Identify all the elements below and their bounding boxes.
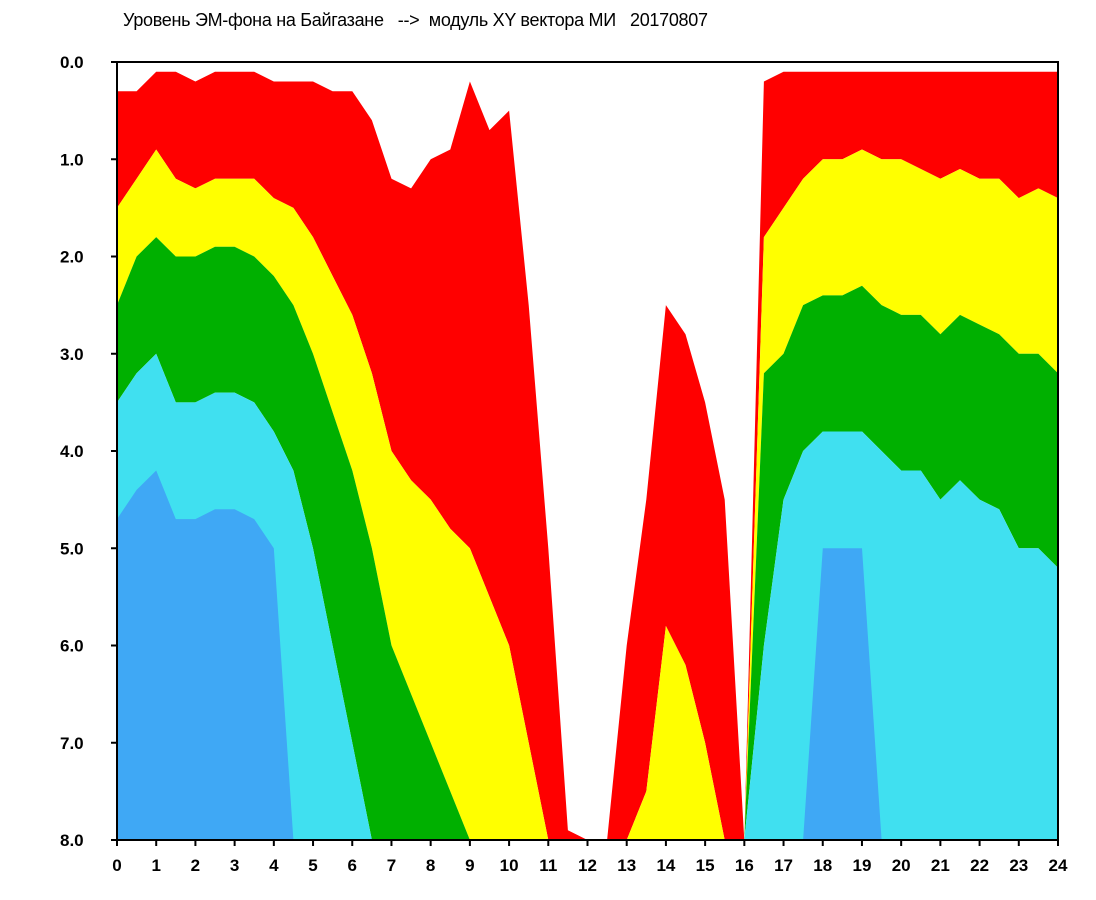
y-tick-label: 4.0 (60, 442, 84, 461)
x-tick-label: 9 (465, 856, 474, 875)
x-tick-label: 22 (970, 856, 989, 875)
level-band-2 (117, 237, 1058, 841)
y-tick-label: 8.0 (60, 831, 84, 850)
x-tick-label: 13 (617, 856, 636, 875)
x-tick-label: 17 (774, 856, 793, 875)
level-band-deep (117, 470, 1058, 840)
y-tick-label: 5.0 (60, 539, 84, 558)
x-axis: 0 1 2 3 4 5 6 7 8 9 10 11 12 13 14 15 16 17 18 19 20 21 22 23 24 (112, 840, 1068, 875)
x-tick-label: 1 (151, 856, 160, 875)
y-tick-label: 6.0 (60, 637, 84, 656)
x-tick-label: 14 (656, 856, 675, 875)
y-axis: 0.0 1.0 2.0 3.0 4.0 5.0 6.0 7.0 8.0 (60, 53, 117, 850)
x-tick-label: 4 (269, 856, 279, 875)
x-tick-label: 3 (230, 856, 239, 875)
plot-area (117, 71, 1058, 841)
y-tick-label: 1.0 (60, 150, 84, 169)
x-tick-label: 21 (931, 856, 950, 875)
x-tick-label: 15 (696, 856, 715, 875)
chart-title: Уровень ЭМ-фона на Байгазане --> модуль … (123, 10, 708, 30)
y-tick-label: 2.0 (60, 248, 84, 267)
x-tick-label: 18 (813, 856, 832, 875)
x-tick-label: 2 (191, 856, 200, 875)
x-tick-label: 5 (308, 856, 317, 875)
x-tick-label: 12 (578, 856, 597, 875)
x-tick-label: 6 (348, 856, 357, 875)
x-tick-label: 0 (112, 856, 121, 875)
x-tick-label: 19 (852, 856, 871, 875)
x-tick-label: 11 (539, 856, 557, 875)
y-tick-label: 3.0 (60, 345, 84, 364)
level-band-0 (117, 71, 1058, 840)
x-tick-label: 20 (892, 856, 911, 875)
level-band-3 (117, 353, 1058, 840)
x-tick-label: 16 (735, 856, 754, 875)
y-tick-label: 7.0 (60, 734, 84, 753)
level-band-1 (117, 149, 1058, 840)
x-tick-label: 8 (426, 856, 435, 875)
y-tick-label: 0.0 (60, 53, 84, 72)
x-tick-label: 7 (387, 856, 396, 875)
x-tick-label: 23 (1009, 856, 1028, 875)
x-tick-label: 10 (500, 856, 519, 875)
x-tick-label: 24 (1049, 856, 1068, 875)
